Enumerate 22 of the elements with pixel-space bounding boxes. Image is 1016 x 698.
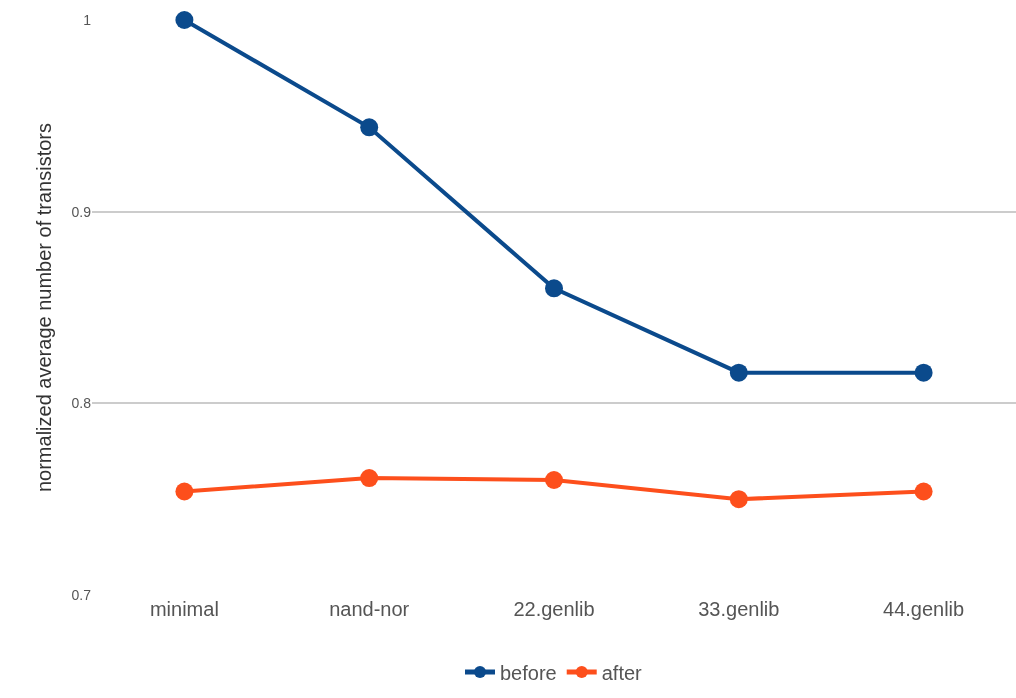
point bbox=[545, 471, 563, 489]
legend-label: before bbox=[500, 661, 557, 684]
x-tick-label: 22.genlib bbox=[513, 598, 595, 620]
point bbox=[729, 490, 748, 509]
y-axis-title: normalized average number of transistors bbox=[33, 122, 56, 493]
point bbox=[360, 118, 379, 137]
x-tick-label: nand-nor bbox=[329, 598, 410, 620]
y-tick-label: 0.7 bbox=[71, 586, 92, 603]
point bbox=[545, 279, 563, 298]
x-tick-label: minimal bbox=[149, 598, 219, 620]
y-tick-label: 1 bbox=[83, 11, 92, 28]
y-tick-label: 0.9 bbox=[71, 203, 92, 220]
y-tick-label: 0.8 bbox=[71, 395, 92, 412]
point bbox=[360, 469, 379, 488]
point bbox=[914, 482, 933, 501]
x-tick-label: 44.genlib bbox=[883, 598, 965, 620]
legend-label: after bbox=[601, 661, 643, 684]
x-tick-label: 33.genlib bbox=[698, 598, 780, 620]
point bbox=[729, 363, 748, 382]
point bbox=[914, 363, 933, 382]
point bbox=[175, 11, 194, 29]
point bbox=[175, 482, 194, 501]
